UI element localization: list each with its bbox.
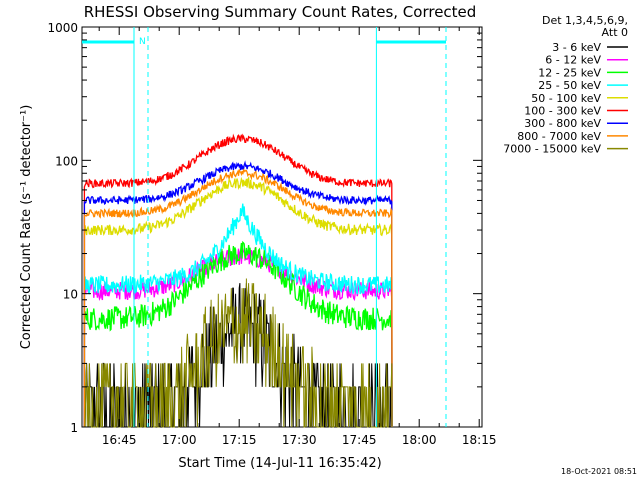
series-line bbox=[83, 203, 393, 428]
y-axis-label: Corrected Count Rate (s⁻¹ detector⁻¹) bbox=[19, 105, 34, 350]
legend-entry-label: 3 - 6 keV bbox=[552, 41, 601, 54]
series-line bbox=[83, 168, 393, 428]
plot-frame bbox=[81, 26, 483, 428]
timestamp: 18-Oct-2021 08:51 bbox=[561, 467, 637, 476]
x-tick-label: 18:15 bbox=[462, 433, 497, 447]
y-tick-label: 1 bbox=[70, 421, 78, 435]
series-line bbox=[83, 160, 393, 428]
chart-title: RHESSI Observing Summary Count Rates, Co… bbox=[84, 3, 477, 21]
series-100-300-kev bbox=[83, 133, 393, 428]
axes-frame bbox=[81, 26, 483, 428]
series-line bbox=[83, 175, 393, 428]
legend-entry-label: 300 - 800 keV bbox=[524, 117, 601, 130]
legend-entry-label: 6 - 12 keV bbox=[545, 54, 601, 67]
legend-header: Att 0 bbox=[602, 26, 628, 39]
legend-entry-label: 12 - 25 keV bbox=[538, 66, 601, 79]
series-800-7000-kev bbox=[83, 168, 393, 428]
x-tick-label: 18:00 bbox=[402, 433, 437, 447]
series-12-25-kev bbox=[83, 240, 393, 428]
x-tick-label: 17:00 bbox=[162, 433, 197, 447]
series-50-100-kev bbox=[83, 175, 393, 428]
x-tick-label: 17:45 bbox=[342, 433, 377, 447]
series-line bbox=[83, 133, 393, 428]
legend-entry-label: 25 - 50 keV bbox=[538, 79, 601, 92]
x-axis-label: Start Time (14-Jul-11 16:35:42) bbox=[178, 456, 381, 471]
series-300-800-kev bbox=[83, 160, 393, 428]
series-7000-15000-kev bbox=[84, 278, 393, 428]
series-25-50-kev bbox=[83, 203, 393, 428]
x-tick-label: 17:15 bbox=[222, 433, 257, 447]
legend-entry-label: 800 - 7000 keV bbox=[517, 130, 601, 143]
x-tick-label: 17:30 bbox=[282, 433, 317, 447]
legend-entry-label: 100 - 300 keV bbox=[524, 105, 601, 118]
series-line bbox=[84, 278, 393, 428]
y-tick-label: 100 bbox=[55, 154, 78, 168]
legend-entry-label: 50 - 100 keV bbox=[531, 92, 601, 105]
attenuator-markers: N bbox=[82, 27, 447, 427]
x-tick-label: 16:45 bbox=[102, 433, 137, 447]
legend-header: Det 1,3,4,5,6,9, bbox=[542, 14, 628, 27]
axis-ticks: 16:45 17:00 17:15 17:30 17:45 18:00 18:15 1 10 10… bbox=[47, 21, 496, 447]
legend-entry-label: 7000 - 15000 keV bbox=[503, 143, 601, 156]
y-tick-label: 1000 bbox=[47, 21, 78, 35]
series-line bbox=[83, 240, 393, 428]
y-tick-label: 10 bbox=[63, 288, 78, 302]
series-layer bbox=[83, 133, 393, 428]
attenuator-marker-label: N bbox=[139, 37, 146, 47]
